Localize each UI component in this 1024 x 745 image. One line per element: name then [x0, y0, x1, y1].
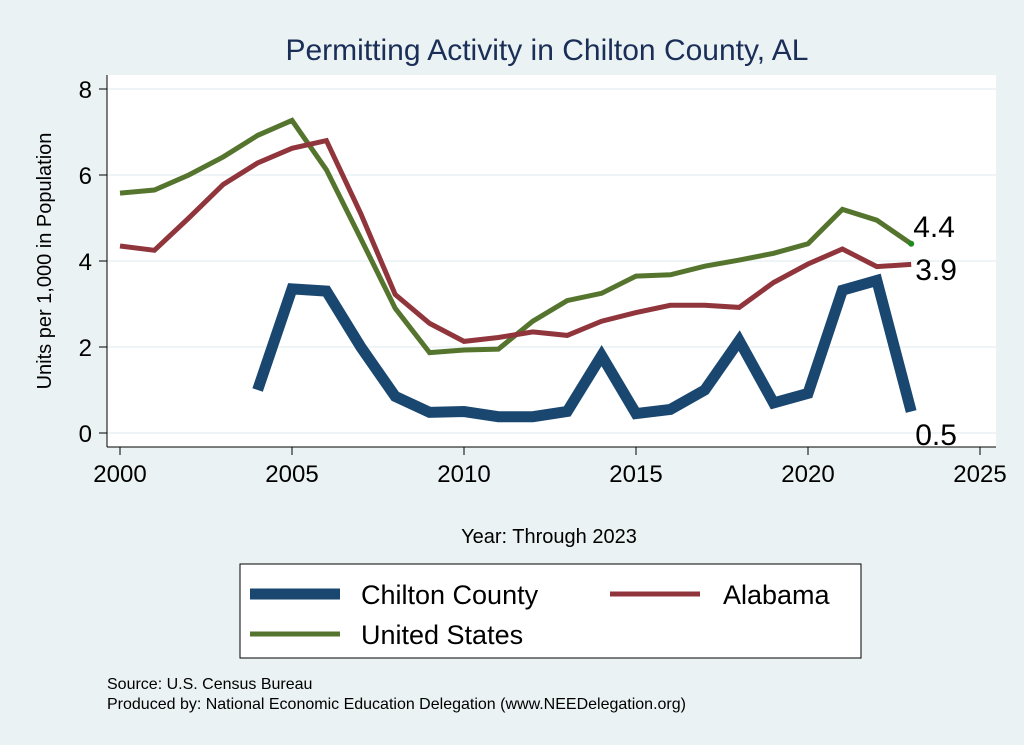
series-line-alabama — [119, 137, 912, 344]
end-label-chilton: 0.5 — [915, 419, 957, 452]
legend-label-chilton: Chilton County — [361, 580, 539, 610]
gridlines — [107, 88, 996, 434]
y-tick-label-0: 0 — [79, 421, 92, 448]
y-axis-title: Units per 1,000 in Population — [34, 133, 56, 390]
y-tick-label-6: 6 — [79, 163, 92, 190]
x-tick-label-2025: 2025 — [953, 461, 1006, 488]
y-tick-label-4: 4 — [79, 249, 92, 276]
producer-note: Produced by: National Economic Education… — [107, 696, 686, 713]
series-layer — [119, 117, 917, 423]
end-labels: 0.5 3.9 4.4 — [913, 211, 957, 452]
end-label-us: 4.4 — [913, 211, 955, 244]
x-tick-label-2000: 2000 — [93, 461, 146, 488]
source-note: Source: U.S. Census Bureau — [107, 676, 312, 693]
end-label-alabama: 3.9 — [915, 254, 957, 287]
x-axis-title: Year: Through 2023 — [461, 526, 637, 548]
x-tick-label-2010: 2010 — [437, 461, 490, 488]
us-end-marker — [908, 240, 915, 247]
x-tick-label-2005: 2005 — [265, 461, 318, 488]
x-axis-ticks: 2000 2005 2010 2015 2020 2025 — [93, 447, 1007, 488]
y-tick-label-8: 8 — [79, 77, 92, 104]
legend-label-us: United States — [361, 620, 523, 650]
plot-area — [106, 75, 996, 448]
series-line-chilton — [252, 273, 917, 423]
x-tick-label-2020: 2020 — [781, 461, 834, 488]
legend-label-alabama: Alabama — [723, 580, 831, 610]
y-axis-ticks: 0 2 4 6 8 — [79, 77, 107, 448]
y-tick-label-2: 2 — [79, 335, 92, 362]
legend-box — [239, 563, 862, 659]
chart-title: Permitting Activity in Chilton County, A… — [285, 34, 808, 67]
x-tick-label-2015: 2015 — [609, 461, 662, 488]
legend: Chilton County Alabama United States — [239, 563, 862, 659]
